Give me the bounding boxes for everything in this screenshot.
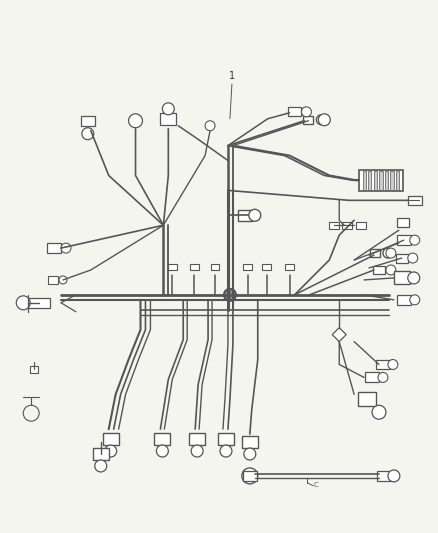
Circle shape — [105, 445, 117, 457]
Bar — [304, 116, 314, 124]
Bar — [397, 235, 411, 245]
Bar — [238, 210, 252, 221]
Bar — [81, 116, 95, 126]
Bar — [385, 171, 388, 190]
Circle shape — [410, 295, 420, 305]
Circle shape — [61, 243, 71, 253]
Circle shape — [82, 128, 94, 140]
Polygon shape — [332, 328, 346, 342]
Bar — [359, 169, 403, 191]
Circle shape — [316, 115, 326, 125]
Circle shape — [301, 107, 311, 117]
Bar — [47, 243, 61, 253]
Bar — [103, 433, 119, 445]
Bar — [155, 433, 170, 445]
Circle shape — [156, 445, 168, 457]
Circle shape — [16, 296, 30, 310]
Circle shape — [378, 373, 388, 382]
Bar — [394, 271, 410, 285]
Bar — [262, 263, 271, 270]
Bar — [243, 471, 257, 481]
Bar — [48, 276, 58, 284]
Bar — [160, 113, 176, 125]
Bar — [190, 263, 198, 270]
Bar — [374, 171, 377, 190]
Bar — [211, 263, 219, 270]
Bar — [370, 249, 380, 257]
Bar — [329, 222, 339, 229]
Circle shape — [386, 265, 396, 275]
Bar — [288, 107, 301, 116]
Circle shape — [408, 272, 420, 284]
Bar — [397, 218, 409, 227]
Circle shape — [59, 276, 67, 284]
Bar — [377, 471, 391, 481]
Bar — [396, 254, 408, 263]
Circle shape — [410, 235, 420, 245]
Circle shape — [388, 360, 398, 369]
Bar — [342, 222, 352, 229]
Bar — [218, 433, 234, 445]
Circle shape — [244, 448, 256, 460]
Bar — [373, 265, 385, 274]
Bar — [93, 448, 109, 460]
Bar — [379, 171, 383, 190]
Circle shape — [318, 114, 330, 126]
Circle shape — [224, 289, 236, 301]
Circle shape — [408, 253, 418, 263]
Bar — [396, 171, 399, 190]
Circle shape — [388, 470, 400, 482]
Circle shape — [129, 114, 142, 128]
Bar — [168, 263, 177, 270]
Circle shape — [249, 209, 261, 221]
Circle shape — [386, 248, 396, 258]
Circle shape — [383, 248, 393, 258]
Circle shape — [191, 445, 203, 457]
Bar — [368, 171, 371, 190]
Text: 1: 1 — [229, 71, 235, 81]
Bar — [244, 263, 252, 270]
Bar — [376, 360, 390, 369]
Bar — [285, 263, 294, 270]
Bar — [390, 171, 394, 190]
Circle shape — [162, 103, 174, 115]
Bar — [365, 373, 379, 382]
Bar — [358, 392, 376, 406]
Text: C: C — [314, 482, 319, 488]
Bar — [189, 433, 205, 445]
Circle shape — [242, 468, 258, 484]
Bar — [30, 366, 38, 373]
Circle shape — [95, 460, 107, 472]
Bar — [408, 196, 422, 205]
Bar — [363, 171, 366, 190]
Circle shape — [372, 405, 386, 419]
Bar — [242, 436, 258, 448]
Circle shape — [205, 121, 215, 131]
Bar — [397, 295, 411, 305]
Circle shape — [220, 445, 232, 457]
Bar — [356, 222, 366, 229]
Bar — [28, 298, 50, 308]
